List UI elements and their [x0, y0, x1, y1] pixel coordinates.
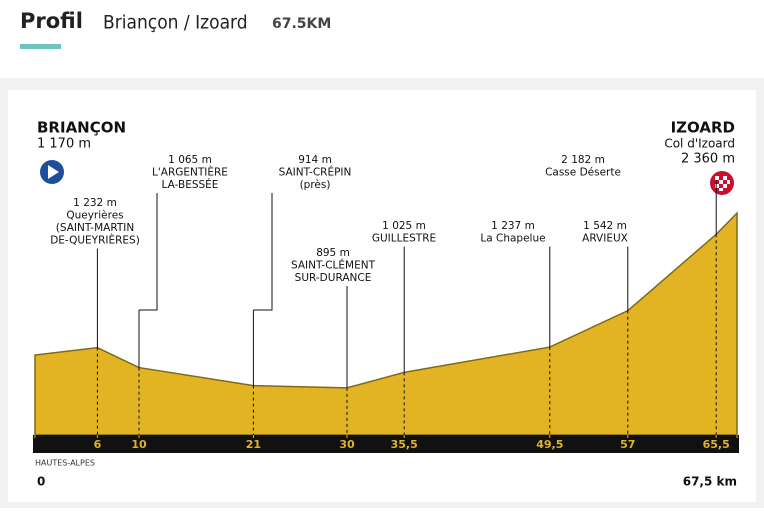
waypoint-elevation: 1 542 m [583, 220, 627, 232]
leader-line [139, 193, 158, 311]
start-name: BRIANÇON [37, 119, 126, 137]
finish-elevation: 2 360 m [681, 152, 735, 167]
x-tick-label: 10 [131, 438, 147, 451]
waypoint-elevation: 895 m [316, 247, 350, 259]
waypoint-name: SAINT-CRÉPIN [279, 166, 352, 179]
waypoint-name: Casse Déserte [545, 167, 621, 179]
km-bar [33, 435, 739, 453]
waypoint-name: GUILLESTRE [372, 233, 436, 245]
tab-title[interactable]: Profil [20, 9, 83, 33]
start-icon [40, 160, 64, 184]
x-tick-label: 30 [339, 438, 355, 451]
waypoint-elevation: 1 025 m [382, 220, 426, 232]
tab-underline [20, 44, 61, 49]
waypoint-name: SUR-DURANCE [295, 272, 372, 284]
waypoint-name: La Chapelue [480, 233, 545, 245]
waypoint-name: L'ARGENTIÈRE [152, 166, 228, 179]
x-tick-label: 49,5 [536, 438, 563, 451]
finish-name: IZOARD [671, 119, 735, 137]
waypoint-name: SAINT-CLÉMENT [291, 259, 376, 272]
x-tick-label: 57 [620, 438, 635, 451]
finish-subname: Col d'Izoard [664, 137, 735, 151]
x-tick-label: 0 [37, 475, 45, 489]
stage-name: Briançon / Izoard [103, 12, 248, 34]
x-tick-label: 6 [94, 438, 102, 451]
waypoint-elevation: 2 182 m [561, 154, 605, 166]
waypoint-name: DE-QUEYRIÈRES) [50, 234, 140, 247]
waypoint-elevation: 1 237 m [491, 220, 535, 232]
waypoint-name: Queyrières [66, 210, 123, 222]
waypoint-elevation: 1 232 m [73, 197, 117, 209]
waypoint-elevation: 914 m [298, 154, 332, 166]
finish-icon [710, 171, 734, 195]
waypoint-elevation: 1 065 m [168, 154, 212, 166]
leader-line [253, 193, 273, 311]
stage-distance: 67.5KM [272, 16, 331, 32]
waypoint-name: ARVIEUX [582, 233, 628, 245]
start-elevation: 1 170 m [37, 137, 91, 152]
region-label: HAUTES-ALPES [35, 459, 95, 468]
waypoint-name: (SAINT-MARTIN [56, 222, 134, 234]
waypoint-name: (près) [300, 179, 331, 191]
x-tick-label: 67,5 km [683, 475, 737, 489]
waypoint-name: LA-BESSÉE [162, 178, 219, 191]
x-tick-label: 65,5 [703, 438, 730, 451]
x-tick-label: 21 [246, 438, 261, 451]
x-tick-label: 35,5 [391, 438, 418, 451]
